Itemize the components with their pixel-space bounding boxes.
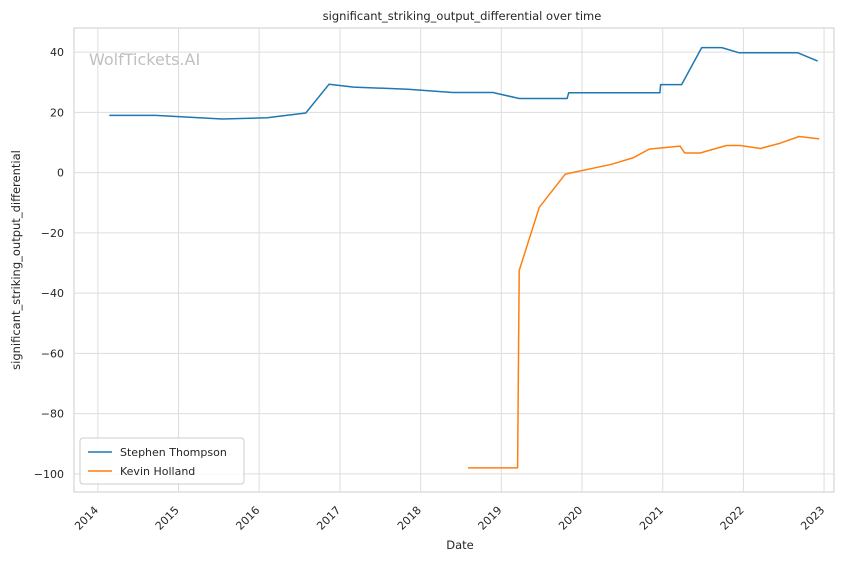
- x-tick-label: 2018: [395, 504, 424, 533]
- x-axis-label: Date: [446, 538, 474, 552]
- x-tick-label: 2023: [798, 504, 827, 533]
- chart-title: significant_striking_output_differential…: [323, 9, 602, 23]
- y-tick-label: 40: [50, 46, 64, 59]
- x-tick-label: 2019: [476, 504, 505, 533]
- y-tick-label: −60: [41, 347, 64, 360]
- y-tick-label: −40: [41, 287, 64, 300]
- x-tick-label: 2016: [233, 504, 262, 533]
- y-tick-label: 0: [57, 167, 64, 180]
- y-axis-label: significant_striking_output_differential: [9, 150, 23, 370]
- x-tick-label: 2015: [153, 504, 182, 533]
- y-tick-label: −100: [34, 468, 64, 481]
- series-line-stephen-thompson: [109, 46, 818, 120]
- x-tick-label: 2022: [718, 504, 747, 533]
- y-tick-label: −80: [41, 408, 64, 421]
- watermark-text: WolfTickets.AI: [89, 50, 200, 69]
- y-tick-label: −20: [41, 227, 64, 240]
- legend: Stephen Thompson Kevin Holland: [79, 437, 245, 485]
- legend-box: [79, 437, 245, 485]
- legend-label-stephen-thompson: Stephen Thompson: [120, 446, 227, 459]
- x-tick-label: 2021: [637, 504, 666, 533]
- x-tick-label: 2014: [72, 504, 101, 533]
- legend-label-kevin-holland: Kevin Holland: [120, 465, 195, 478]
- series-layer: [109, 46, 820, 469]
- y-tick-label: 20: [50, 106, 64, 119]
- plot-area: [73, 27, 835, 493]
- series-line-kevin-holland: [468, 135, 820, 469]
- x-tick-label: 2017: [314, 504, 343, 533]
- x-tick-label: 2020: [556, 504, 585, 533]
- grid-lines: [74, 28, 834, 492]
